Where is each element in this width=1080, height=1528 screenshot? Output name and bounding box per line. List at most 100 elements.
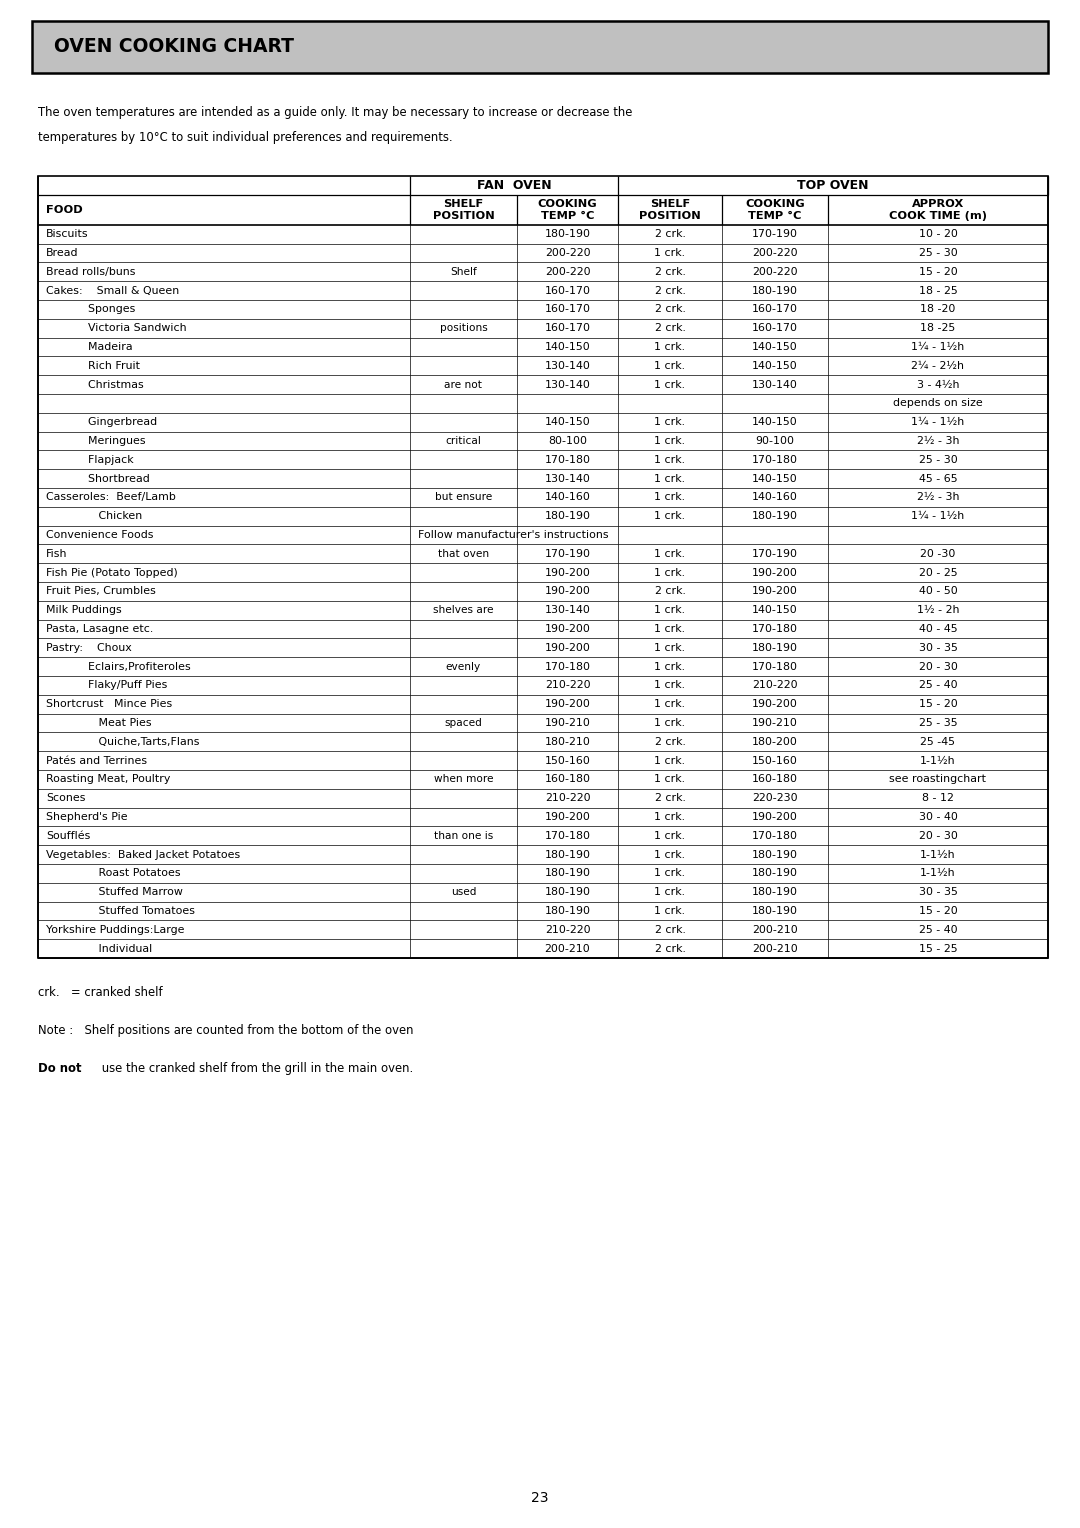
Text: 180-190: 180-190 — [544, 906, 591, 917]
Text: 180-200: 180-200 — [752, 736, 798, 747]
Text: Shortcrust   Mince Pies: Shortcrust Mince Pies — [46, 700, 172, 709]
Text: COOKING
TEMP °C: COOKING TEMP °C — [538, 199, 597, 220]
Text: 130-140: 130-140 — [752, 379, 798, 390]
Text: 2 crk.: 2 crk. — [654, 229, 686, 240]
Text: 170-180: 170-180 — [544, 662, 591, 672]
Text: Quiche,Tarts,Flans: Quiche,Tarts,Flans — [46, 736, 200, 747]
Text: Roast Potatoes: Roast Potatoes — [46, 868, 180, 879]
Text: Stuffed Marrow: Stuffed Marrow — [46, 888, 183, 897]
Text: Bread rolls/buns: Bread rolls/buns — [46, 267, 135, 277]
Text: that oven: that oven — [437, 549, 489, 559]
Text: Roasting Meat, Poultry: Roasting Meat, Poultry — [46, 775, 171, 784]
Text: SHELF
POSITION: SHELF POSITION — [639, 199, 701, 220]
Text: 1 crk.: 1 crk. — [654, 756, 686, 766]
Text: Fruit Pies, Crumbles: Fruit Pies, Crumbles — [46, 587, 156, 596]
Text: 180-190: 180-190 — [752, 868, 798, 879]
Text: Fish Pie (Potato Topped): Fish Pie (Potato Topped) — [46, 568, 178, 578]
Text: 190-200: 190-200 — [544, 587, 591, 596]
Text: 1 crk.: 1 crk. — [654, 868, 686, 879]
Text: TOP OVEN: TOP OVEN — [797, 179, 868, 193]
Text: Eclairs,Profiteroles: Eclairs,Profiteroles — [46, 662, 191, 672]
Text: 190-200: 190-200 — [752, 587, 798, 596]
Text: spaced: spaced — [445, 718, 483, 727]
Text: 1 crk.: 1 crk. — [654, 549, 686, 559]
Text: 210-220: 210-220 — [544, 680, 591, 691]
Text: 30 - 35: 30 - 35 — [919, 643, 958, 652]
Text: Vegetables:  Baked Jacket Potatoes: Vegetables: Baked Jacket Potatoes — [46, 850, 240, 860]
Text: 180-190: 180-190 — [752, 888, 798, 897]
Text: 190-200: 190-200 — [752, 568, 798, 578]
Text: 1 crk.: 1 crk. — [654, 775, 686, 784]
Text: 190-200: 190-200 — [752, 811, 798, 822]
Text: 1 crk.: 1 crk. — [654, 662, 686, 672]
Text: 180-190: 180-190 — [752, 286, 798, 296]
Text: 2 crk.: 2 crk. — [654, 944, 686, 953]
Bar — [32, 21, 1048, 73]
Text: 150-160: 150-160 — [752, 756, 798, 766]
Text: 1¼ - 1½h: 1¼ - 1½h — [912, 342, 964, 351]
Text: 140-150: 140-150 — [544, 342, 591, 351]
Text: depends on size: depends on size — [893, 399, 983, 408]
Text: 1 crk.: 1 crk. — [654, 605, 686, 616]
Text: 1 crk.: 1 crk. — [654, 831, 686, 840]
Text: 140-160: 140-160 — [544, 492, 591, 503]
Text: 2 crk.: 2 crk. — [654, 286, 686, 296]
Text: 2 crk.: 2 crk. — [654, 587, 686, 596]
Text: positions: positions — [440, 324, 487, 333]
Text: 170-180: 170-180 — [544, 831, 591, 840]
Text: 1½ - 2h: 1½ - 2h — [917, 605, 959, 616]
Text: 1 crk.: 1 crk. — [654, 643, 686, 652]
Text: 2 crk.: 2 crk. — [654, 304, 686, 315]
Text: Do not: Do not — [38, 1062, 81, 1076]
Text: Fish: Fish — [46, 549, 67, 559]
Text: 200-210: 200-210 — [752, 924, 798, 935]
Text: 180-190: 180-190 — [752, 906, 798, 917]
Text: Chicken: Chicken — [46, 512, 143, 521]
Text: 1-1½h: 1-1½h — [920, 868, 956, 879]
Text: Pasta, Lasagne etc.: Pasta, Lasagne etc. — [46, 623, 153, 634]
Text: 20 - 30: 20 - 30 — [919, 831, 958, 840]
Text: Shortbread: Shortbread — [46, 474, 150, 484]
Text: 140-150: 140-150 — [752, 342, 798, 351]
Text: 30 - 35: 30 - 35 — [919, 888, 958, 897]
Text: 140-150: 140-150 — [752, 474, 798, 484]
Text: 200-220: 200-220 — [752, 267, 798, 277]
Text: 180-190: 180-190 — [752, 512, 798, 521]
Text: 1 crk.: 1 crk. — [654, 342, 686, 351]
Text: 1-1½h: 1-1½h — [920, 850, 956, 860]
Text: Madeira: Madeira — [46, 342, 133, 351]
Text: evenly: evenly — [446, 662, 481, 672]
Text: 180-190: 180-190 — [544, 888, 591, 897]
Text: 1 crk.: 1 crk. — [654, 888, 686, 897]
Text: 1 crk.: 1 crk. — [654, 248, 686, 258]
Text: 1¼ - 1½h: 1¼ - 1½h — [912, 417, 964, 428]
Text: 170-180: 170-180 — [544, 455, 591, 465]
Text: 25 - 40: 25 - 40 — [919, 680, 957, 691]
Text: 1 crk.: 1 crk. — [654, 906, 686, 917]
Text: Sponges: Sponges — [46, 304, 135, 315]
Text: 130-140: 130-140 — [544, 605, 591, 616]
Text: 8 - 12: 8 - 12 — [922, 793, 954, 804]
Text: Cakes:    Small & Queen: Cakes: Small & Queen — [46, 286, 179, 296]
Text: 25 -45: 25 -45 — [920, 736, 956, 747]
Text: Pastry:    Choux: Pastry: Choux — [46, 643, 132, 652]
Text: 25 - 35: 25 - 35 — [919, 718, 957, 727]
Text: 20 -30: 20 -30 — [920, 549, 956, 559]
Text: Milk Puddings: Milk Puddings — [46, 605, 122, 616]
Text: 190-200: 190-200 — [544, 700, 591, 709]
Text: 170-190: 170-190 — [544, 549, 591, 559]
Text: 190-200: 190-200 — [544, 811, 591, 822]
Text: 25 - 30: 25 - 30 — [919, 455, 957, 465]
Text: APPROX
COOK TIME (m): APPROX COOK TIME (m) — [889, 199, 987, 220]
Text: 190-200: 190-200 — [544, 643, 591, 652]
Text: 15 - 20: 15 - 20 — [919, 267, 957, 277]
Text: 170-180: 170-180 — [752, 623, 798, 634]
Text: 200-220: 200-220 — [752, 248, 798, 258]
Text: OVEN COOKING CHART: OVEN COOKING CHART — [54, 38, 294, 57]
Text: 200-220: 200-220 — [544, 248, 591, 258]
Text: 180-190: 180-190 — [544, 512, 591, 521]
Text: 190-200: 190-200 — [544, 623, 591, 634]
Text: 210-220: 210-220 — [544, 793, 591, 804]
Text: Scones: Scones — [46, 793, 85, 804]
Text: Bread: Bread — [46, 248, 79, 258]
